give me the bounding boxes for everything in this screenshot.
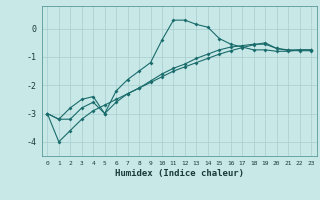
X-axis label: Humidex (Indice chaleur): Humidex (Indice chaleur) bbox=[115, 169, 244, 178]
